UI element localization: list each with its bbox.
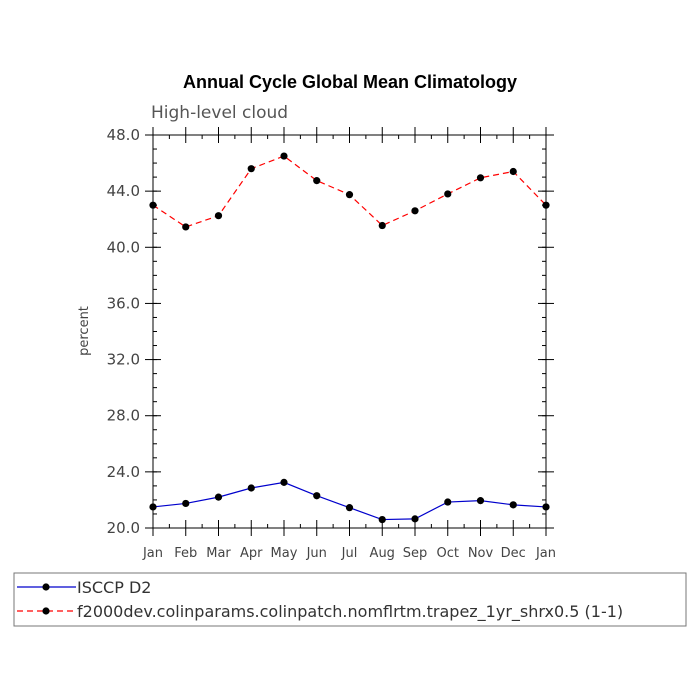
series-2-point <box>214 212 223 220</box>
series-1-point <box>444 498 452 506</box>
series-1-point <box>247 484 255 492</box>
legend-marker-1 <box>42 583 50 591</box>
legend-marker-2 <box>42 607 50 615</box>
x-tick-label: May <box>271 546 298 561</box>
chart-title: Annual Cycle Global Mean Climatology <box>183 72 517 92</box>
legend-box <box>13 572 687 627</box>
y-tick-label: 40.0 <box>107 238 140 256</box>
series-2-point <box>378 221 386 230</box>
x-tick-label: Feb <box>174 546 197 561</box>
series-1-point <box>476 497 485 505</box>
series-2-point <box>509 167 517 176</box>
series-2-point <box>476 174 485 182</box>
x-axis-ticks: Jan Feb Mar Apr May Jun Jul Aug Sep Oct Nov Dec Jan <box>142 127 556 561</box>
x-tick-label: Sep <box>403 546 428 561</box>
y-tick-label: 36.0 <box>107 294 140 312</box>
x-tick-label: Jan <box>535 546 556 561</box>
series-2-point <box>280 152 288 160</box>
series-layer <box>149 152 550 524</box>
series-1-point <box>509 501 517 509</box>
series-2-point <box>411 207 419 215</box>
x-tick-label: Dec <box>501 546 526 561</box>
x-tick-label: Jun <box>306 546 327 561</box>
y-tick-label: 28.0 <box>107 407 140 425</box>
y-tick-label: 24.0 <box>107 463 140 481</box>
x-tick-label: Jul <box>341 546 358 561</box>
series-2-point <box>182 223 190 231</box>
y-axis-label: percent <box>77 306 92 356</box>
series-2-point <box>345 191 354 199</box>
series-2-point <box>542 201 550 209</box>
chart-subtitle: High-level cloud <box>151 103 288 123</box>
x-tick-label: Aug <box>370 546 395 561</box>
legend: ISCCP D2 f2000dev.colinparams.colinpatch.… <box>17 578 623 622</box>
series-1-point <box>542 503 550 511</box>
y-tick-label: 44.0 <box>107 182 140 200</box>
legend-label-2: f2000dev.colinparams.colinpatch.nomflrtm… <box>77 602 623 622</box>
x-tick-label: Mar <box>206 546 231 561</box>
y-tick-label: 48.0 <box>107 126 140 144</box>
x-tick-label: Apr <box>240 546 263 561</box>
series-1-point <box>313 492 321 500</box>
series-2-point <box>444 190 452 198</box>
series-1-point <box>378 515 386 524</box>
y-tick-label: 32.0 <box>107 351 140 369</box>
series-1-point <box>345 504 354 512</box>
series-1-point <box>149 503 157 511</box>
series-2-point <box>247 165 255 173</box>
series-1-point <box>214 493 223 501</box>
series-2-point <box>149 201 157 209</box>
y-axis-ticks: 20.0 24.0 28.0 32.0 36.0 40.0 44.0 48.0 <box>107 126 554 537</box>
series-1-point <box>182 499 190 508</box>
series-1-point <box>411 515 419 523</box>
x-tick-label: Nov <box>468 546 494 561</box>
series-line-1 <box>152 481 547 521</box>
x-tick-label: Oct <box>437 546 459 561</box>
x-tick-label: Jan <box>142 546 163 561</box>
legend-label-1: ISCCP D2 <box>77 578 151 597</box>
series-2-point <box>313 177 321 185</box>
series-1-point <box>280 478 288 486</box>
y-tick-label: 20.0 <box>107 519 140 537</box>
